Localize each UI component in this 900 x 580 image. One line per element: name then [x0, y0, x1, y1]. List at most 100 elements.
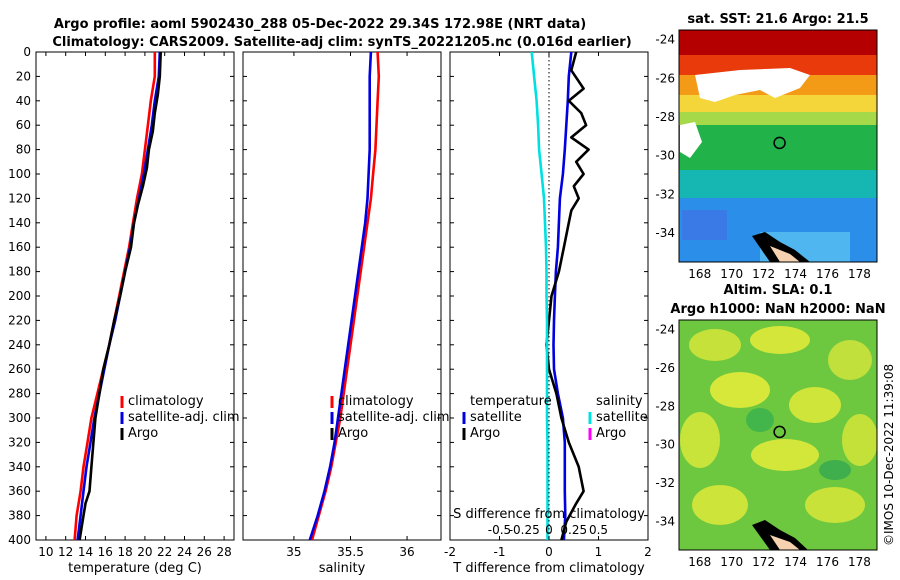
- map-y-tick-label: -34: [655, 514, 675, 528]
- map-x-tick-label: 178: [848, 555, 871, 569]
- series-s-satellite: [530, 52, 549, 540]
- sla-map-axes: [678, 319, 878, 551]
- map-x-tick-label: 170: [720, 555, 743, 569]
- y-tick-label: 220: [8, 313, 31, 327]
- x2-tick-label: -0.5: [488, 523, 511, 537]
- series-t-argo: [545, 52, 590, 540]
- x-tick-label: -1: [494, 545, 506, 559]
- x-tick-label: 18: [117, 545, 132, 559]
- x-tick-label: 35: [286, 545, 301, 559]
- salinity-legend: climatology satellite-adj. clim Argo: [330, 394, 450, 441]
- y-tick-label: 20: [16, 69, 31, 83]
- legend-label-s-satellite: satellite: [596, 410, 648, 425]
- series-argo: [78, 52, 162, 540]
- map-y-tick-label: -24: [655, 33, 675, 47]
- legend-label-argo: Argo: [338, 426, 368, 441]
- map-y-tick-label: -26: [655, 361, 675, 375]
- y-tick-label: 300: [8, 411, 31, 425]
- x-tick-label: 2: [644, 545, 652, 559]
- x-tick-label: 28: [216, 545, 231, 559]
- map-x-tick-label: 176: [816, 555, 839, 569]
- salinity-xlabel: salinity: [319, 561, 366, 576]
- x-tick-label: 12: [58, 545, 73, 559]
- legend-title-salinity: salinity: [596, 394, 643, 409]
- x-tick-label: 26: [197, 545, 212, 559]
- sla-map-title: Altim. SLA: 0.1: [724, 283, 833, 298]
- temperature-legend: climatology satellite-adj. clim Argo: [120, 394, 240, 441]
- temperature-axes: [35, 51, 235, 541]
- x-tick-label: 10: [38, 545, 53, 559]
- legend-label-climatology: climatology: [338, 394, 414, 409]
- y-tick-label: 140: [8, 216, 31, 230]
- map-x-tick-label: 172: [752, 267, 775, 281]
- x2-tick-label: 0.5: [589, 523, 608, 537]
- y-tick-label: 320: [8, 435, 31, 449]
- x-tick-label: 35.5: [337, 545, 364, 559]
- map-x-tick-label: 168: [688, 555, 711, 569]
- map-x-tick-label: 178: [848, 267, 871, 281]
- map-x-tick-label: 170: [720, 267, 743, 281]
- x-tick-label: 22: [157, 545, 172, 559]
- sst-map-title: sat. SST: 21.6 Argo: 21.5: [687, 12, 868, 27]
- sla-map-subtitle: Argo h1000: NaN h2000: NaN: [670, 302, 885, 317]
- x2-tick-label: 0: [545, 523, 553, 537]
- map-y-tick-label: -28: [655, 399, 675, 413]
- map-y-tick-label: -30: [655, 438, 675, 452]
- title-line-2: Climatology: CARS2009. Satellite-adj cli…: [52, 35, 631, 50]
- y-tick-label: 240: [8, 338, 31, 352]
- legend-label-t-argo: Argo: [470, 426, 500, 441]
- legend-label-s-argo: Argo: [596, 426, 626, 441]
- sla-heatmap: [679, 320, 877, 550]
- y-tick-label: 80: [16, 143, 31, 157]
- y-tick-label: 100: [8, 167, 31, 181]
- map-x-tick-label: 176: [816, 267, 839, 281]
- series-t-satellite: [552, 52, 573, 540]
- x-tick-label: 20: [137, 545, 152, 559]
- y-tick-label: 180: [8, 265, 31, 279]
- sst-heatmap: [679, 30, 877, 262]
- y-tick-label: 160: [8, 240, 31, 254]
- argo-position-marker: [773, 425, 786, 439]
- y-tick-label: 280: [8, 387, 31, 401]
- difference-legend-temperature: temperature satellite Argo: [462, 394, 552, 441]
- map-x-tick-label: 172: [752, 555, 775, 569]
- y-tick-label: 60: [16, 118, 31, 132]
- title-line-1: Argo profile: aoml 5902430_288 05-Dec-20…: [54, 17, 586, 32]
- y-tick-label: 400: [8, 533, 31, 547]
- x2-tick-label: -0.25: [509, 523, 540, 537]
- map-x-tick-label: 168: [688, 267, 711, 281]
- y-tick-label: 40: [16, 94, 31, 108]
- x-tick-label: 16: [98, 545, 113, 559]
- x-tick-label: 1: [595, 545, 603, 559]
- x-tick-label: 14: [78, 545, 93, 559]
- legend-label-satellite: satellite-adj. clim: [128, 410, 240, 425]
- legend-label-satellite: satellite-adj. clim: [338, 410, 450, 425]
- legend-label-t-satellite: satellite: [470, 410, 522, 425]
- y-tick-label: 380: [8, 509, 31, 523]
- map-y-tick-label: -34: [655, 226, 675, 240]
- y-tick-label: 360: [8, 484, 31, 498]
- y-tick-label: 200: [8, 289, 31, 303]
- y-tick-label: 120: [8, 191, 31, 205]
- map-y-tick-label: -32: [655, 187, 675, 201]
- imos-credit: ©IMOS 10-Dec-2022 11:39:08: [882, 364, 896, 546]
- y-tick-label: 260: [8, 362, 31, 376]
- x2-tick-label: 0.25: [560, 523, 587, 537]
- sst-map-axes: [678, 29, 878, 263]
- s-difference-xlabel: S difference from climatology: [453, 507, 645, 522]
- map-y-tick-label: -24: [655, 323, 675, 337]
- argo-position-marker: [773, 136, 786, 150]
- difference-legend-salinity: salinity satellite Argo: [588, 394, 648, 441]
- x-tick-label: 36: [399, 545, 414, 559]
- x-tick-label: 0: [545, 545, 553, 559]
- x-tick-label: 24: [177, 545, 192, 559]
- x-tick-label: -2: [444, 545, 456, 559]
- map-y-tick-label: -30: [655, 149, 675, 163]
- map-y-tick-label: -32: [655, 476, 675, 490]
- map-y-tick-label: -28: [655, 110, 675, 124]
- legend-title-temperature: temperature: [470, 394, 552, 409]
- y-tick-label: 340: [8, 460, 31, 474]
- map-y-tick-label: -26: [655, 71, 675, 85]
- legend-label-argo: Argo: [128, 426, 158, 441]
